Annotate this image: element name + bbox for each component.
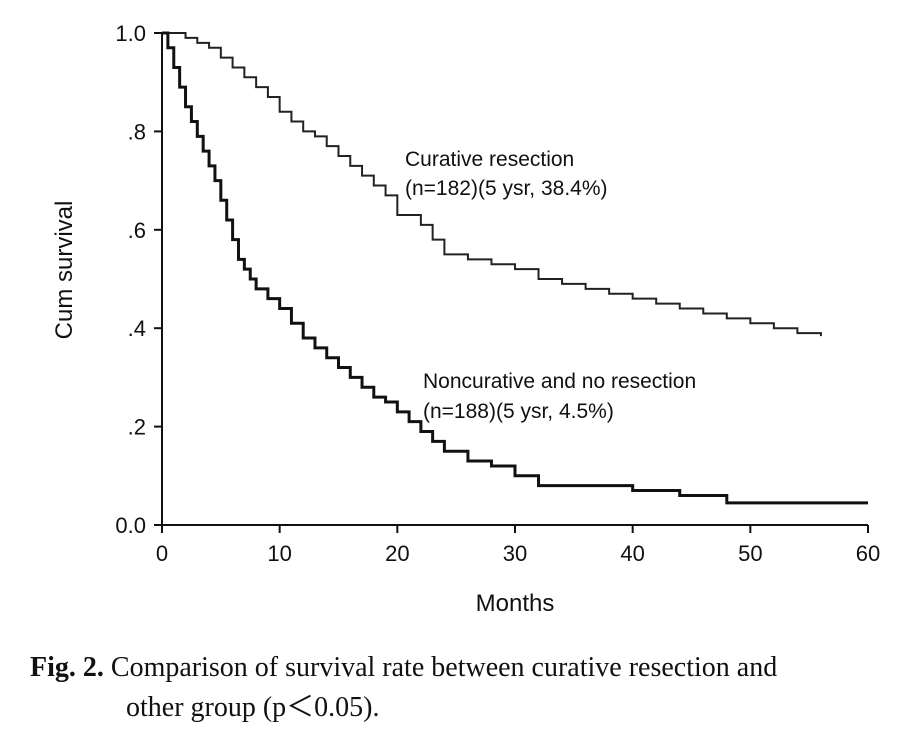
x-tick-label: 40 (620, 541, 644, 566)
x-tick-label: 30 (503, 541, 527, 566)
y-tick-label: 1.0 (115, 21, 146, 46)
caption-text-2: other group (p＜0.05). (126, 692, 380, 723)
annotation-curative-line2: (n=182)(5 ysr, 38.4%) (405, 177, 608, 200)
caption-line-2: other group (p＜0.05). (126, 688, 380, 728)
y-axis-title: Cum survival (51, 201, 78, 340)
annotation-noncurative-line1: Noncurative and no resection (423, 370, 696, 393)
annotation-noncurative-line2: (n=188)(5 ysr, 4.5%) (423, 400, 614, 423)
y-tick-label: .4 (128, 316, 146, 341)
x-tick-label: 0 (156, 541, 168, 566)
y-tick-label: .8 (128, 119, 146, 144)
y-tick-label: .6 (128, 218, 146, 243)
caption-line-1: Fig. 2. Comparison of survival rate betw… (30, 648, 777, 688)
x-tick-label: 20 (385, 541, 409, 566)
y-tick-label: .2 (128, 415, 146, 440)
plot-area: 0 10 20 30 40 50 60 0.0 .2 .4 .6 .8 1.0 (115, 21, 880, 566)
x-tick-label: 10 (267, 541, 291, 566)
curve-noncurative-no-resection (162, 31, 868, 505)
y-tick-label: 0.0 (115, 513, 146, 538)
x-axis-title: Months (476, 590, 555, 617)
annotation-curative-line1: Curative resection (405, 148, 574, 171)
curve-curative-resection (162, 32, 822, 337)
x-tick-label: 60 (856, 541, 880, 566)
caption-label: Fig. 2. (30, 652, 104, 683)
survival-chart: 0 10 20 30 40 50 60 0.0 .2 .4 .6 .8 1.0 Cum survival… (51, 21, 880, 617)
x-tick-label: 50 (738, 541, 762, 566)
caption-text-1: Comparison of survival rate between cura… (110, 652, 778, 683)
